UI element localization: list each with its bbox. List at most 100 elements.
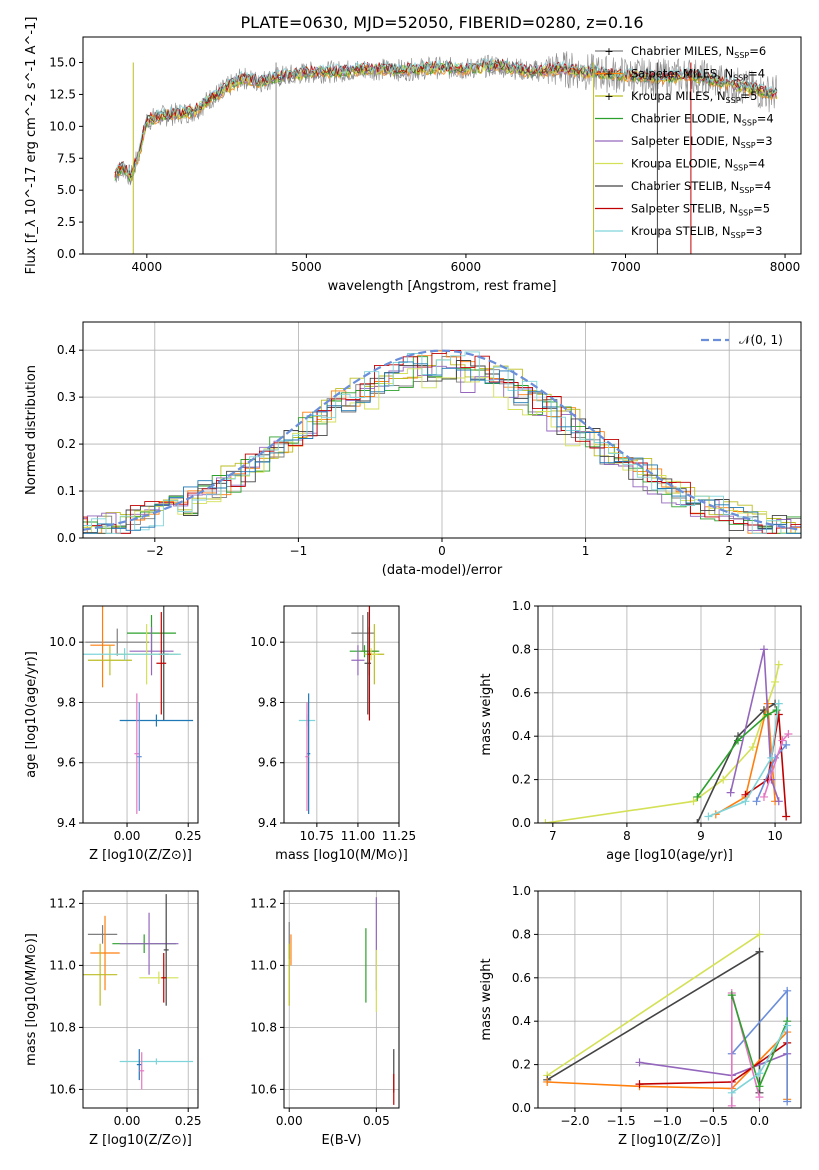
weight-marker [726, 788, 735, 797]
weight-marker [778, 736, 787, 745]
axes-frame [537, 890, 802, 1109]
y-tick-label: 0.6 [512, 686, 531, 700]
panel-residuals: −2 −1 0 1 2 0.0 0.1 0.2 0.3 0.4 (data-model)/error… [24, 321, 802, 578]
legend-subscript: SSP [734, 51, 749, 60]
legend-entry-7: Salpeter STELIB, NSSP=5 [631, 202, 770, 218]
y-tick-label: 10.8 [49, 1020, 76, 1034]
x-tick-label: 1 [582, 544, 590, 558]
x-tick-label: −1 [290, 544, 308, 558]
x-tick-label: −2 [146, 544, 164, 558]
y-tick-label: 9.4 [57, 816, 76, 830]
y-tick-label: 10.0 [49, 635, 76, 649]
y-tick-label: 2.5 [57, 215, 76, 229]
x-tick-label: 9 [697, 829, 705, 843]
legend-subscript: SSP [726, 96, 741, 105]
legend-subscript: SSP [733, 74, 748, 83]
legend-text: Chabrier ELODIE, N [631, 112, 742, 126]
y-tick-label: 0.4 [57, 343, 76, 357]
y-tick-label: 0.6 [512, 971, 531, 985]
axes-frame [82, 36, 802, 255]
x-tick-label: −1.0 [653, 1114, 682, 1128]
panel-z_weight: −2.0 −1.5 −1.0 −0.5 0.0 0.0 0.2 0.4 0.6 0.8 1.0 Z [… [479, 884, 802, 1148]
series-model-8 [114, 58, 778, 177]
x-tick-label: 2 [725, 544, 733, 558]
axes-frame [82, 890, 199, 1109]
legend-entry-4: Salpeter ELODIE, NSSP=3 [631, 134, 773, 150]
y-tick-label: 5.0 [57, 183, 76, 197]
y-tick-label: 0.2 [512, 773, 531, 787]
histogram-8 [83, 351, 801, 534]
weight-marker [741, 797, 750, 806]
x-tick-label: 10 [767, 829, 782, 843]
legend-entry-1: Salpeter MILES, NSSP=4 [631, 67, 765, 83]
weight-marker [783, 1021, 792, 1030]
weight-marker [693, 819, 702, 823]
histogram-9 [83, 361, 801, 534]
weight-marker [774, 797, 783, 806]
legend-text: Salpeter ELODIE, N [631, 134, 741, 148]
axes-frame [82, 605, 199, 824]
x-tick-label: −0.5 [699, 1114, 728, 1128]
legend-value: =3 [746, 224, 763, 238]
panel-age_weight: 7 8 9 10 0.0 0.2 0.4 0.6 0.8 1.0 age [log10(age/yr… [479, 599, 802, 863]
weight-marker [727, 1088, 736, 1097]
weight-marker [774, 699, 783, 708]
weight-marker [541, 819, 550, 823]
legend-label: 𝒩(0, 1) [739, 333, 783, 347]
weight-marker [727, 1101, 736, 1108]
legend-text: Chabrier STELIB, N [631, 179, 739, 193]
x-axis-label: wavelength [Angstrom, rest frame] [328, 279, 557, 294]
x-tick-label: 4000 [132, 260, 163, 274]
legend-entry-3: Chabrier ELODIE, NSSP=4 [631, 112, 774, 128]
y-tick-label: 9.4 [258, 816, 277, 830]
y-tick-label: 0.2 [512, 1058, 531, 1072]
y-tick-label: 0.4 [512, 1014, 531, 1028]
axes-frame [537, 605, 802, 824]
weight-line-7 [696, 709, 777, 798]
weight-marker [774, 710, 783, 719]
legend-text: Kroupa STELIB, N [631, 224, 731, 238]
y-tick-label: 9.6 [57, 756, 76, 770]
weight-marker [782, 812, 791, 821]
weight-marker [689, 797, 698, 806]
x-tick-label: 0.25 [175, 829, 202, 843]
histogram-6 [83, 360, 801, 534]
x-tick-label: 11.25 [382, 829, 416, 843]
weight-marker [755, 947, 764, 956]
y-axis-label: age [log10(age/yr)] [24, 651, 39, 778]
panel-mass_age: 10.75 11.00 11.25 9.4 9.6 9.8 10.0 mass [log10(… [250, 605, 416, 863]
y-tick-label: 1.0 [512, 884, 531, 898]
weight-marker [771, 677, 780, 686]
weight-marker [759, 645, 768, 654]
y-tick-label: 15.0 [49, 56, 76, 70]
y-tick-label: 9.8 [57, 695, 76, 709]
y-tick-label: 0.3 [57, 390, 76, 404]
weight-marker [635, 1058, 644, 1067]
plot-area-z_mass [83, 894, 194, 1090]
legend-value: =6 [749, 44, 766, 58]
legend-spectrum: + Chabrier MILES, NSSP=6+ Salpeter MILES, … [595, 44, 774, 240]
y-tick-label: 1.0 [512, 599, 531, 613]
y-tick-label: 12.5 [49, 87, 76, 101]
y-tick-label: 0.0 [57, 531, 76, 545]
legend-entry-2: Kroupa MILES, NSSP=5 [631, 89, 757, 105]
legend-subscript: SSP [733, 164, 748, 173]
weight-marker [763, 710, 772, 719]
legend-value: =3 [756, 134, 773, 148]
legend-subscript: SSP [741, 141, 756, 150]
weight-marker [755, 1082, 764, 1091]
x-axis-label: Z [log10(Z/Z⊙)] [618, 1133, 721, 1148]
legend-entry-0: Chabrier MILES, NSSP=6 [631, 44, 766, 60]
histogram-4 [83, 365, 801, 534]
y-tick-label: 10.0 [49, 119, 76, 133]
legend-value: =5 [741, 89, 758, 103]
x-tick-label: 7 [549, 829, 557, 843]
weight-marker [755, 1069, 764, 1078]
plot-area-mass_age [298, 606, 385, 814]
y-axis-label: Normed distribution [24, 365, 39, 495]
x-axis-label: E(B-V) [321, 1133, 361, 1148]
weight-line-8 [708, 703, 780, 818]
y-tick-label: 11.2 [250, 896, 277, 910]
y-tick-label: 0.0 [57, 247, 76, 261]
